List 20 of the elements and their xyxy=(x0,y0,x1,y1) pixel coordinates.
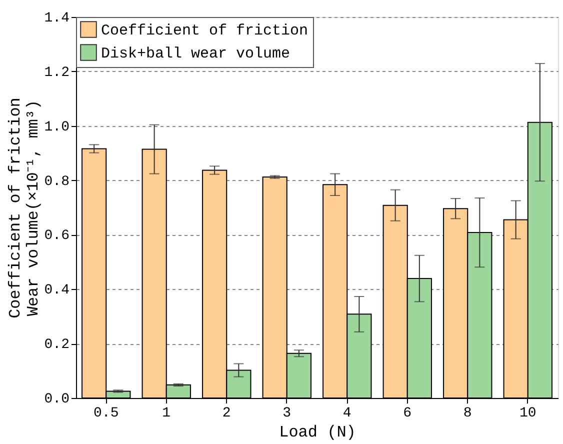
x-axis-title: Load (N) xyxy=(279,424,356,442)
y-axis-title: Coefficient of friction Wear volume(×10⁻¹, mm³) xyxy=(6,98,42,318)
legend-label: Disk+ball wear volume xyxy=(101,46,290,62)
x-tick-label: 3 xyxy=(282,406,292,422)
legend-label: Coefficient of friction xyxy=(101,22,308,40)
y-tick-label: 0.4 xyxy=(44,282,70,299)
y-tick-label: 0.2 xyxy=(44,337,70,354)
x-tick-label: 1 xyxy=(162,406,171,422)
x-tick-label: 2 xyxy=(222,406,231,422)
y-tick-label: 1.4 xyxy=(44,10,70,26)
x-tick-label: 0.5 xyxy=(94,406,119,422)
x-tick-label: 6 xyxy=(403,406,412,422)
x-tick-label: 10 xyxy=(519,406,536,422)
y-tick-label: 0.6 xyxy=(44,228,70,244)
x-tick-label: 4 xyxy=(342,406,352,422)
y-tick-label: 1.0 xyxy=(44,119,70,136)
y-tick-label: 0.8 xyxy=(44,174,70,190)
x-tick-label: 8 xyxy=(463,406,472,422)
y-tick-label: 1.2 xyxy=(44,64,70,81)
y-tick-label: 0.0 xyxy=(44,392,70,408)
